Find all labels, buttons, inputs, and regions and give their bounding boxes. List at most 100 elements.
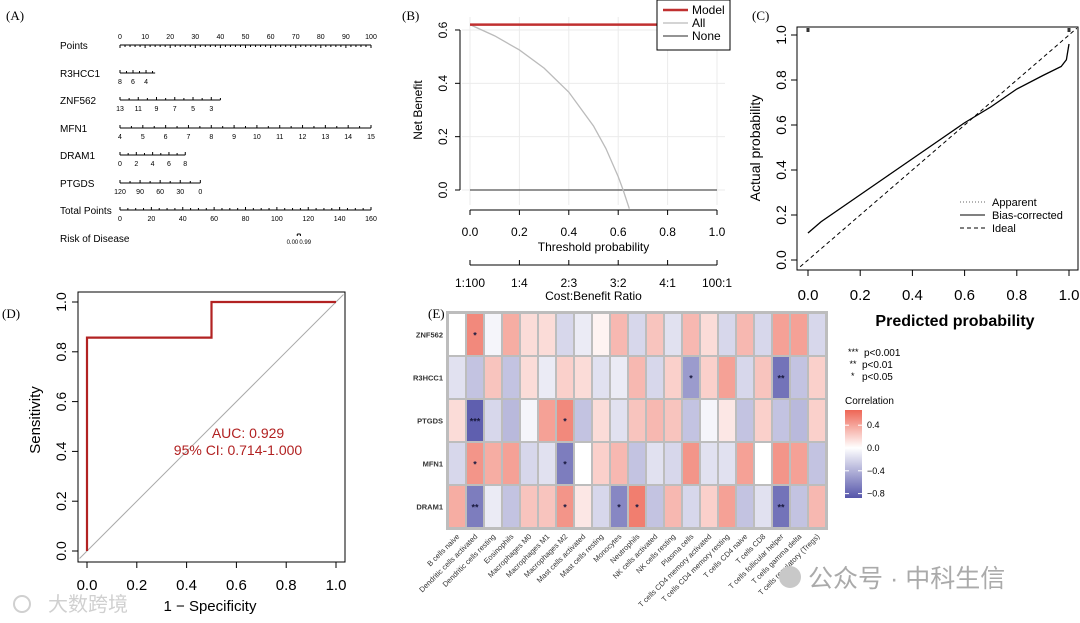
significance-legend-label: p<0.001 (864, 348, 901, 359)
cost-benefit-tick-label: 100:1 (702, 276, 732, 290)
nomogram-tick-label: 3 (209, 106, 213, 113)
nomogram-tick-label: 30 (191, 34, 199, 41)
y-tick-label: 1.0 (53, 292, 69, 312)
nomogram-tick-label: 14 (344, 134, 352, 141)
nomogram-tick-label: 120 (114, 189, 126, 196)
rug-mark (1067, 28, 1071, 32)
heatmap-cell (809, 357, 825, 398)
heatmap-cell (449, 486, 465, 527)
x-tick-label: 1.0 (1059, 287, 1080, 304)
heatmap-cell (539, 400, 555, 441)
heatmap-cell (503, 443, 519, 484)
nomogram-tick-label: 0 (118, 216, 122, 223)
y-tick-label: 0.0 (53, 541, 69, 561)
heatmap-cell (791, 357, 807, 398)
heatmap-cell (485, 314, 501, 355)
heatmap-cell (485, 486, 501, 527)
x-tick-label: 0.2 (126, 577, 147, 594)
heatmap-cell (755, 357, 771, 398)
heatmap-cell (629, 443, 645, 484)
heatmap-cell (557, 357, 573, 398)
heatmap-cell (575, 486, 591, 527)
heatmap-cell (647, 357, 663, 398)
significance-legend-label: p<0.05 (862, 372, 893, 383)
y-tick-label: 0.6 (773, 115, 789, 135)
nomogram-tick-label: 60 (210, 216, 218, 223)
heatmap-cell (593, 443, 609, 484)
nomogram-tick-label: 15 (367, 134, 375, 141)
heatmap-cell (791, 400, 807, 441)
nomogram-tick-label: 4 (118, 134, 122, 141)
heatmap-cell (665, 400, 681, 441)
nomogram-tick-label: 0.00 (287, 240, 299, 246)
significance-stars: * (563, 460, 567, 470)
colorbar-title: Correlation (845, 396, 894, 407)
legend-label: Ideal (992, 223, 1016, 235)
legend-label: None (692, 29, 721, 43)
heatmap-cell (737, 314, 753, 355)
significance-legend-stars: ** (850, 359, 858, 369)
cost-benefit-tick-label: 1:4 (511, 276, 528, 290)
nomogram-tick-label: 60 (156, 189, 164, 196)
heatmap-cell (611, 357, 627, 398)
heatmap-cell (503, 400, 519, 441)
nomogram-tick-label: 6 (131, 79, 135, 86)
nomogram-row-label: R3HCC1 (60, 69, 100, 80)
x-tick-label: 0.8 (659, 225, 676, 239)
heatmap-cell (503, 357, 519, 398)
heatmap-cell (647, 314, 663, 355)
x-tick-label: 0.2 (850, 287, 871, 304)
nomogram-tick-label: 12 (299, 134, 307, 141)
nomogram-tick-label: 80 (242, 216, 250, 223)
heatmap-cell (575, 357, 591, 398)
significance-stars: * (689, 374, 693, 384)
heatmap-cell (575, 314, 591, 355)
significance-stars: * (635, 503, 639, 513)
x-tick-label: 0.6 (226, 577, 247, 594)
nomogram-tick-label: 9 (155, 106, 159, 113)
y-axis-title: Sensitivity (27, 386, 44, 454)
nomogram-tick-label: 8 (209, 134, 213, 141)
cost-benefit-tick-label: 4:1 (659, 276, 676, 290)
heatmap-cell (755, 400, 771, 441)
x-tick-label: 0.4 (902, 287, 923, 304)
y-tick-label: 0.2 (436, 128, 450, 145)
nomogram-row-label: Total Points (60, 206, 112, 217)
series-line-all (469, 24, 630, 209)
heatmap-cell (611, 400, 627, 441)
y-tick-label: 0.2 (53, 491, 69, 511)
reference-diagonal (79, 294, 344, 559)
heatmap-cell (467, 314, 483, 355)
heatmap-cell (521, 486, 537, 527)
y-axis-title: Net Benefit (411, 80, 425, 140)
nomogram-tick-label: 11 (135, 106, 142, 113)
heatmap-cell (467, 357, 483, 398)
x-tick-label: 1.0 (326, 577, 347, 594)
significance-stars: ** (777, 374, 785, 384)
heatmap-cell (719, 443, 735, 484)
cost-benefit-tick-label: 3:2 (610, 276, 627, 290)
y-tick-label: 0.0 (436, 181, 450, 198)
heatmap-cell (809, 486, 825, 527)
heatmap-cell (701, 443, 717, 484)
significance-stars: * (617, 503, 621, 513)
heatmap-cell (719, 314, 735, 355)
heatmap-cell (647, 486, 663, 527)
heatmap-cell (521, 314, 537, 355)
nomogram-tick-label: 13 (116, 106, 124, 113)
heatmap-cell (575, 400, 591, 441)
colorbar-tick-label: 0.4 (867, 420, 880, 430)
auc-label: AUC: 0.929 (212, 425, 285, 441)
heatmap-cell (809, 314, 825, 355)
heatmap-cell (593, 400, 609, 441)
heatmap-cell (665, 443, 681, 484)
watermark-logo-icon (779, 566, 801, 588)
nomogram-tick-label: 60 (267, 34, 275, 41)
plot-frame (77, 291, 346, 563)
nomogram-tick-label: 20 (166, 34, 174, 41)
heatmap-cell (719, 357, 735, 398)
x-tick-label: 0.2 (511, 225, 528, 239)
nomogram-tick-label: 0 (118, 34, 122, 41)
heatmap-cell (809, 400, 825, 441)
